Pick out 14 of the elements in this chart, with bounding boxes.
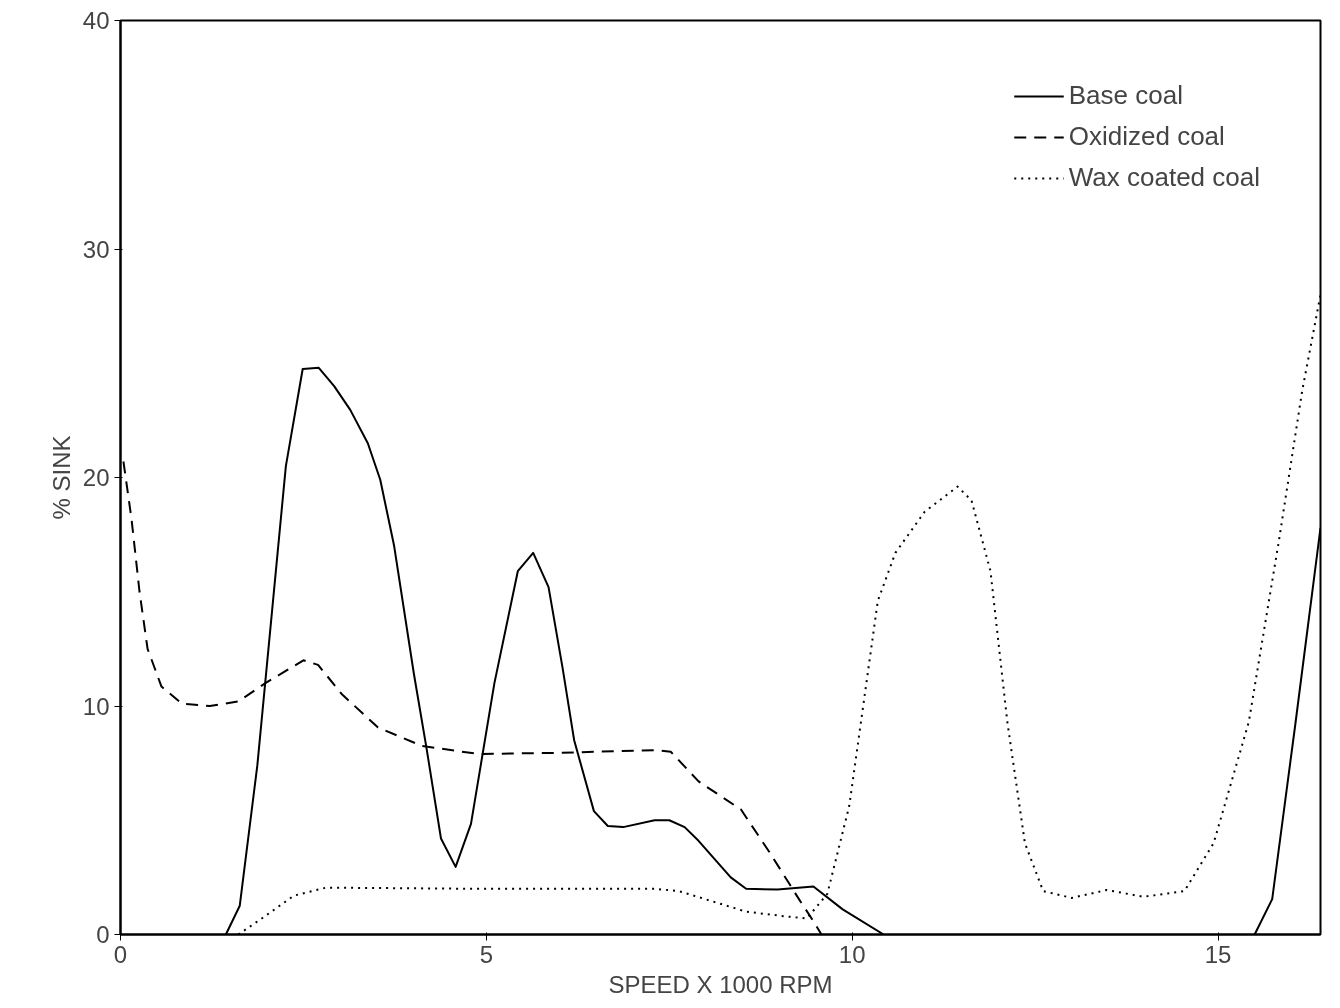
legend-label: Wax coated coal [1068, 162, 1260, 193]
legend-label: Base coal [1068, 80, 1183, 111]
y-axis-title: % SINK [47, 435, 75, 520]
y-tick-label: 10 [82, 692, 110, 720]
x-tick-label: 15 [1204, 940, 1232, 968]
x-tick-label: 10 [838, 940, 866, 968]
y-tick-label: 0 [96, 921, 110, 948]
y-tick-label: 40 [82, 7, 110, 34]
legend-label: Oxidized coal [1068, 121, 1225, 152]
y-tick-label: 30 [82, 235, 110, 263]
x-tick-label: 0 [113, 940, 128, 968]
x-tick-label: 5 [479, 940, 494, 968]
y-tick-label: 20 [82, 464, 110, 491]
x-axis-title: SPEED X 1000 RPM [608, 970, 833, 998]
